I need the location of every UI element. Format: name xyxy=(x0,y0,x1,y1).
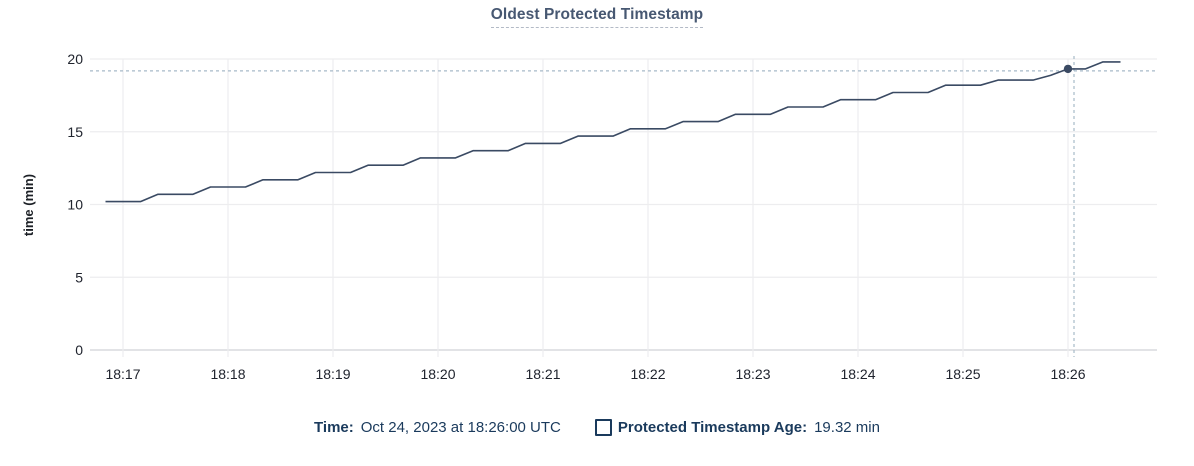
y-tick-label: 5 xyxy=(75,269,83,285)
y-axis-labels: 0 5 10 15 20 xyxy=(67,51,83,358)
x-tick-label: 18:22 xyxy=(630,366,665,382)
chart-title-row: Oldest Protected Timestamp xyxy=(0,6,1194,28)
y-axis-title: time (min) xyxy=(21,174,36,236)
x-tick-label: 18:21 xyxy=(525,366,560,382)
time-label: Time: xyxy=(314,419,354,436)
x-tick-label: 18:24 xyxy=(840,366,875,382)
x-tick-label: 18:25 xyxy=(945,366,980,382)
series-line-protected-timestamp-age xyxy=(105,61,1121,203)
x-gridlines xyxy=(122,59,1069,357)
chart-title: Oldest Protected Timestamp xyxy=(490,6,704,28)
legend-checkbox-icon[interactable] xyxy=(594,419,612,436)
legend-item-protected-timestamp-age[interactable]: Protected Timestamp Age: 19.32 min xyxy=(594,419,880,436)
y-tick-label: 15 xyxy=(67,124,83,140)
y-tick-label: 10 xyxy=(67,197,83,213)
series-label: Protected Timestamp Age: xyxy=(617,419,808,436)
time-value: Oct 24, 2023 at 18:26:00 UTC xyxy=(360,419,561,436)
x-tick-label: 18:19 xyxy=(315,366,350,382)
x-tick-label: 18:18 xyxy=(210,366,245,382)
x-tick-label: 18:20 xyxy=(420,366,455,382)
x-tick-label: 18:26 xyxy=(1050,366,1085,382)
y-tick-label: 0 xyxy=(75,342,83,358)
y-tick-label: 20 xyxy=(67,51,83,67)
x-axis-labels: 18:17 18:18 18:19 18:20 18:21 18:22 18:23 18:24… xyxy=(105,366,1085,382)
series-value: 19.32 min xyxy=(814,419,880,436)
chart-footer: Time: Oct 24, 2023 at 18:26:00 UTC Prote… xyxy=(0,419,1194,436)
x-tick-label: 18:17 xyxy=(105,366,140,382)
y-gridlines xyxy=(90,58,1157,351)
x-tick-label: 18:23 xyxy=(735,366,770,382)
hover-point xyxy=(1063,64,1073,74)
